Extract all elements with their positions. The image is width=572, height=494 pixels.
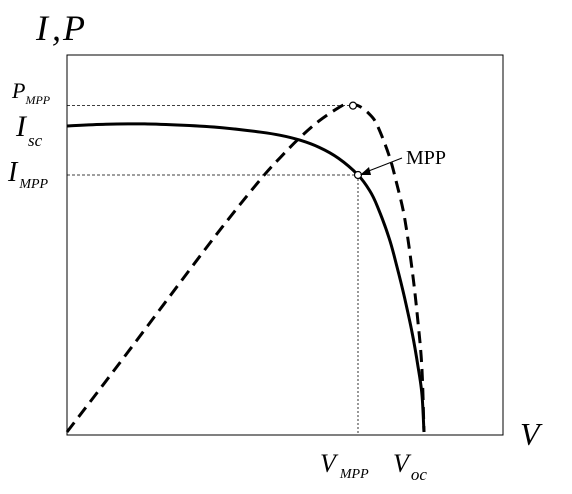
mpp-reference-lines: [67, 105, 359, 435]
plot-frame: [66, 54, 504, 436]
current-curve: [66, 122, 426, 433]
tick-label-v-mpp-sub: MPP: [339, 467, 369, 482]
mpp-annotation-label: MPP: [406, 147, 446, 169]
mpp-markers: [348, 101, 363, 180]
mpp-annotation-arrow: [365, 157, 403, 173]
power-curve: [65, 102, 426, 433]
y-axis-label: I ,P: [35, 8, 85, 48]
y-axis-label-sep: ,: [52, 8, 61, 48]
p-mpp-marker: [348, 101, 358, 110]
tick-label-i-mpp-sub: MPP: [18, 177, 48, 192]
x-axis-label: V: [520, 416, 543, 452]
tick-label-i-mpp: I MPP: [7, 157, 49, 192]
tick-label-p-mpp: PMPP: [11, 78, 51, 107]
tick-label-v-mpp-main: V: [320, 449, 339, 478]
tick-label-v-oc-sub: oc: [411, 465, 428, 484]
y-axis-label-p: P: [62, 8, 85, 48]
tick-label-v-oc-main: V: [393, 449, 412, 478]
tick-label-i-sc-main: I: [15, 110, 28, 143]
y-axis-label-i: I: [35, 8, 50, 48]
tick-label-i-sc-sub: sc: [28, 131, 43, 150]
tick-label-v-mpp: V MPP: [320, 449, 369, 482]
tick-label-p-mpp-main: P: [11, 78, 25, 103]
curves-group: [65, 102, 426, 433]
mpp-annotation-arrowhead: [360, 167, 371, 175]
tick-label-i-mpp-main: I: [7, 157, 19, 188]
tick-label-p-mpp-sub: MPP: [24, 93, 50, 107]
